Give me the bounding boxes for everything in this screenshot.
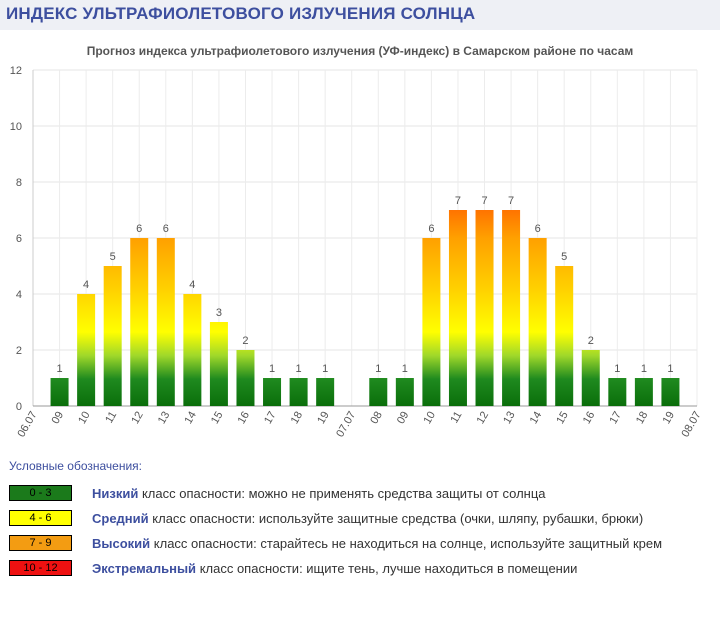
uv-bar[interactable] [130, 238, 149, 406]
y-tick-label: 10 [10, 121, 22, 133]
uv-bar[interactable] [502, 210, 521, 406]
legend-level-medium: Средний [92, 511, 149, 526]
legend-description-high: класс опасности: старайтесь не находитьс… [153, 536, 663, 551]
x-tick-label: 15 [209, 410, 226, 427]
uv-bar[interactable] [263, 378, 282, 406]
uv-bar[interactable] [581, 350, 600, 406]
bar-value-label: 4 [189, 279, 195, 291]
bar-value-label: 5 [110, 251, 116, 263]
legend-level-high: Высокий [92, 536, 151, 551]
bar-value-label: 4 [83, 279, 89, 291]
bar-value-label: 1 [402, 363, 408, 375]
legend-swatch-medium: 4 - 6 [9, 510, 72, 526]
chart-title: Прогноз индекса ультрафиолетового излуче… [86, 44, 634, 58]
x-tick-label: 10 [76, 410, 93, 427]
uv-bar[interactable] [50, 378, 69, 406]
uv-bar[interactable] [475, 210, 494, 406]
bar-value-label: 7 [508, 195, 514, 207]
bar-value-label: 1 [667, 363, 673, 375]
bar-value-label: 2 [242, 335, 248, 347]
y-tick-label: 4 [16, 289, 22, 301]
bar-value-label: 1 [322, 363, 328, 375]
uv-bar[interactable] [236, 350, 255, 406]
legend-swatch-high: 7 - 9 [9, 535, 72, 551]
x-tick-label: 13 [156, 410, 173, 427]
bar-value-label: 2 [588, 335, 594, 347]
bar-value-label: 6 [163, 223, 169, 235]
uv-bar[interactable] [289, 378, 308, 406]
uv-bar[interactable] [316, 378, 335, 406]
legend-level-extreme: Экстремальный [92, 561, 197, 576]
x-tick-label: 08 [368, 410, 385, 427]
legend-title: Условные обозначения: [9, 459, 142, 473]
bar-value-label: 7 [455, 195, 461, 207]
x-tick-label: 12 [475, 410, 492, 427]
x-tick-label: 17 [262, 410, 279, 427]
uv-bar[interactable] [395, 378, 414, 406]
bar-value-label: 1 [269, 363, 275, 375]
legend-description-extreme: класс опасности: ищите тень, лучше наход… [199, 561, 578, 576]
x-tick-label: 16 [236, 410, 253, 427]
uv-bar[interactable] [209, 322, 228, 406]
x-tick-label: 12 [129, 410, 146, 427]
y-tick-label: 2 [16, 345, 22, 357]
y-tick-label: 12 [10, 65, 22, 77]
uv-bar[interactable] [448, 210, 467, 406]
page-header: ИНДЕКС УЛЬТРАФИОЛЕТОВОГО ИЗЛУЧЕНИЯ СОЛНЦ… [0, 0, 720, 30]
uv-bar[interactable] [183, 294, 202, 406]
bar-value-label: 6 [428, 223, 434, 235]
bar-value-label: 5 [561, 251, 567, 263]
bar-value-label: 1 [296, 363, 302, 375]
x-tick-label: 09 [50, 410, 67, 427]
x-tick-label: 13 [501, 410, 518, 427]
x-tick-label: 14 [528, 410, 545, 427]
bar-value-label: 1 [375, 363, 381, 375]
legend-swatch-low: 0 - 3 [9, 485, 72, 501]
uv-bar[interactable] [528, 238, 547, 406]
legend-description-medium: класс опасности: используйте защитные ср… [152, 511, 644, 526]
x-tick-label: 07.07 [334, 410, 358, 440]
bar-value-label: 7 [481, 195, 487, 207]
x-tick-label: 11 [103, 410, 119, 426]
x-tick-label: 18 [289, 410, 306, 427]
y-tick-label: 0 [16, 401, 22, 413]
uv-bar[interactable] [608, 378, 627, 406]
x-tick-label: 19 [661, 410, 678, 427]
x-tick-label: 14 [182, 410, 199, 427]
x-tick-label: 16 [581, 410, 598, 427]
uv-chart: 0 2 4 6 8 10 12 06.07 1 09 4 10 5 11 6 12 6 13 4 14 3 15 2 16 1 1… [0, 36, 720, 446]
legend-description-low: класс опасности: можно не применять сред… [141, 486, 546, 501]
uv-bar[interactable] [369, 378, 388, 406]
uv-bar[interactable] [661, 378, 680, 406]
y-tick-label: 6 [16, 233, 22, 245]
uv-bar[interactable] [634, 378, 653, 406]
bar-value-label: 1 [56, 363, 62, 375]
legend-swatch-extreme: 10 - 12 [9, 560, 72, 576]
uv-bar[interactable] [422, 238, 441, 406]
x-tick-label: 10 [421, 410, 438, 427]
bar-value-label: 6 [136, 223, 142, 235]
legend-level-low: Низкий [92, 486, 139, 501]
x-tick-label: 19 [315, 410, 332, 427]
y-tick-label: 8 [16, 177, 22, 189]
x-tick-label: 06.07 [15, 410, 39, 440]
x-tick-label: 08.07 [679, 410, 703, 440]
uv-bar[interactable] [103, 266, 122, 406]
x-tick-label: 17 [607, 410, 624, 427]
uv-bar[interactable] [156, 238, 175, 406]
x-tick-label: 15 [554, 410, 571, 427]
bar-value-label: 1 [641, 363, 647, 375]
uv-bar[interactable] [555, 266, 574, 406]
page-title: ИНДЕКС УЛЬТРАФИОЛЕТОВОГО ИЗЛУЧЕНИЯ СОЛНЦ… [6, 4, 476, 23]
bar-value-label: 1 [614, 363, 620, 375]
x-tick-label: 11 [448, 410, 464, 426]
bar-value-label: 3 [216, 307, 222, 319]
bar-value-label: 6 [535, 223, 541, 235]
uv-chart-svg: 02468101206.0710941051161261341431521611… [10, 65, 704, 440]
x-tick-label: 18 [634, 410, 651, 427]
x-tick-label: 09 [395, 410, 412, 427]
uv-bar[interactable] [77, 294, 96, 406]
